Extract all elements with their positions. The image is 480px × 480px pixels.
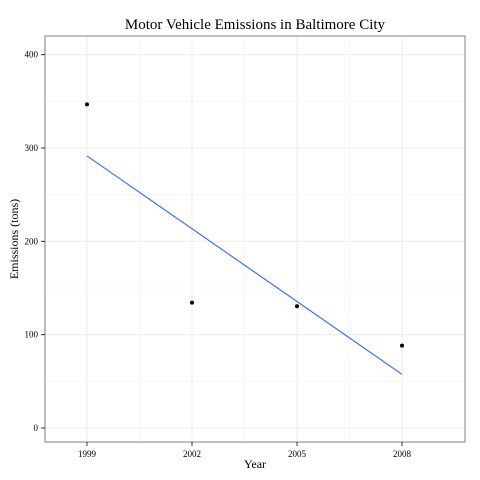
y-tick-label: 0 <box>34 423 39 433</box>
data-point <box>85 102 89 107</box>
y-tick-label: 200 <box>25 236 39 246</box>
axis-ticks: 0 100 200 300 400 1999 2002 2005 2008 <box>25 50 412 459</box>
x-axis-label: Year <box>244 457 266 471</box>
y-tick-label: 100 <box>25 330 39 340</box>
x-tick-label: 2005 <box>288 449 307 459</box>
y-tick-label: 400 <box>25 50 39 60</box>
data-point <box>400 343 404 348</box>
x-tick-label: 1999 <box>78 449 97 459</box>
data-points <box>85 102 404 348</box>
y-axis-label: Emissions (tons) <box>7 199 21 279</box>
data-point <box>190 300 194 305</box>
chart-title: Motor Vehicle Emissions in Baltimore Cit… <box>125 17 386 33</box>
y-tick-label: 300 <box>25 143 39 153</box>
data-point <box>295 304 299 309</box>
grid-lines <box>45 36 465 442</box>
x-tick-label: 2002 <box>183 449 201 459</box>
plot-panel-border <box>44 35 466 443</box>
trend-line-layer <box>86 155 403 375</box>
plot-panel-background <box>45 36 465 442</box>
trend-line <box>86 155 403 375</box>
x-tick-label: 2008 <box>393 449 412 459</box>
